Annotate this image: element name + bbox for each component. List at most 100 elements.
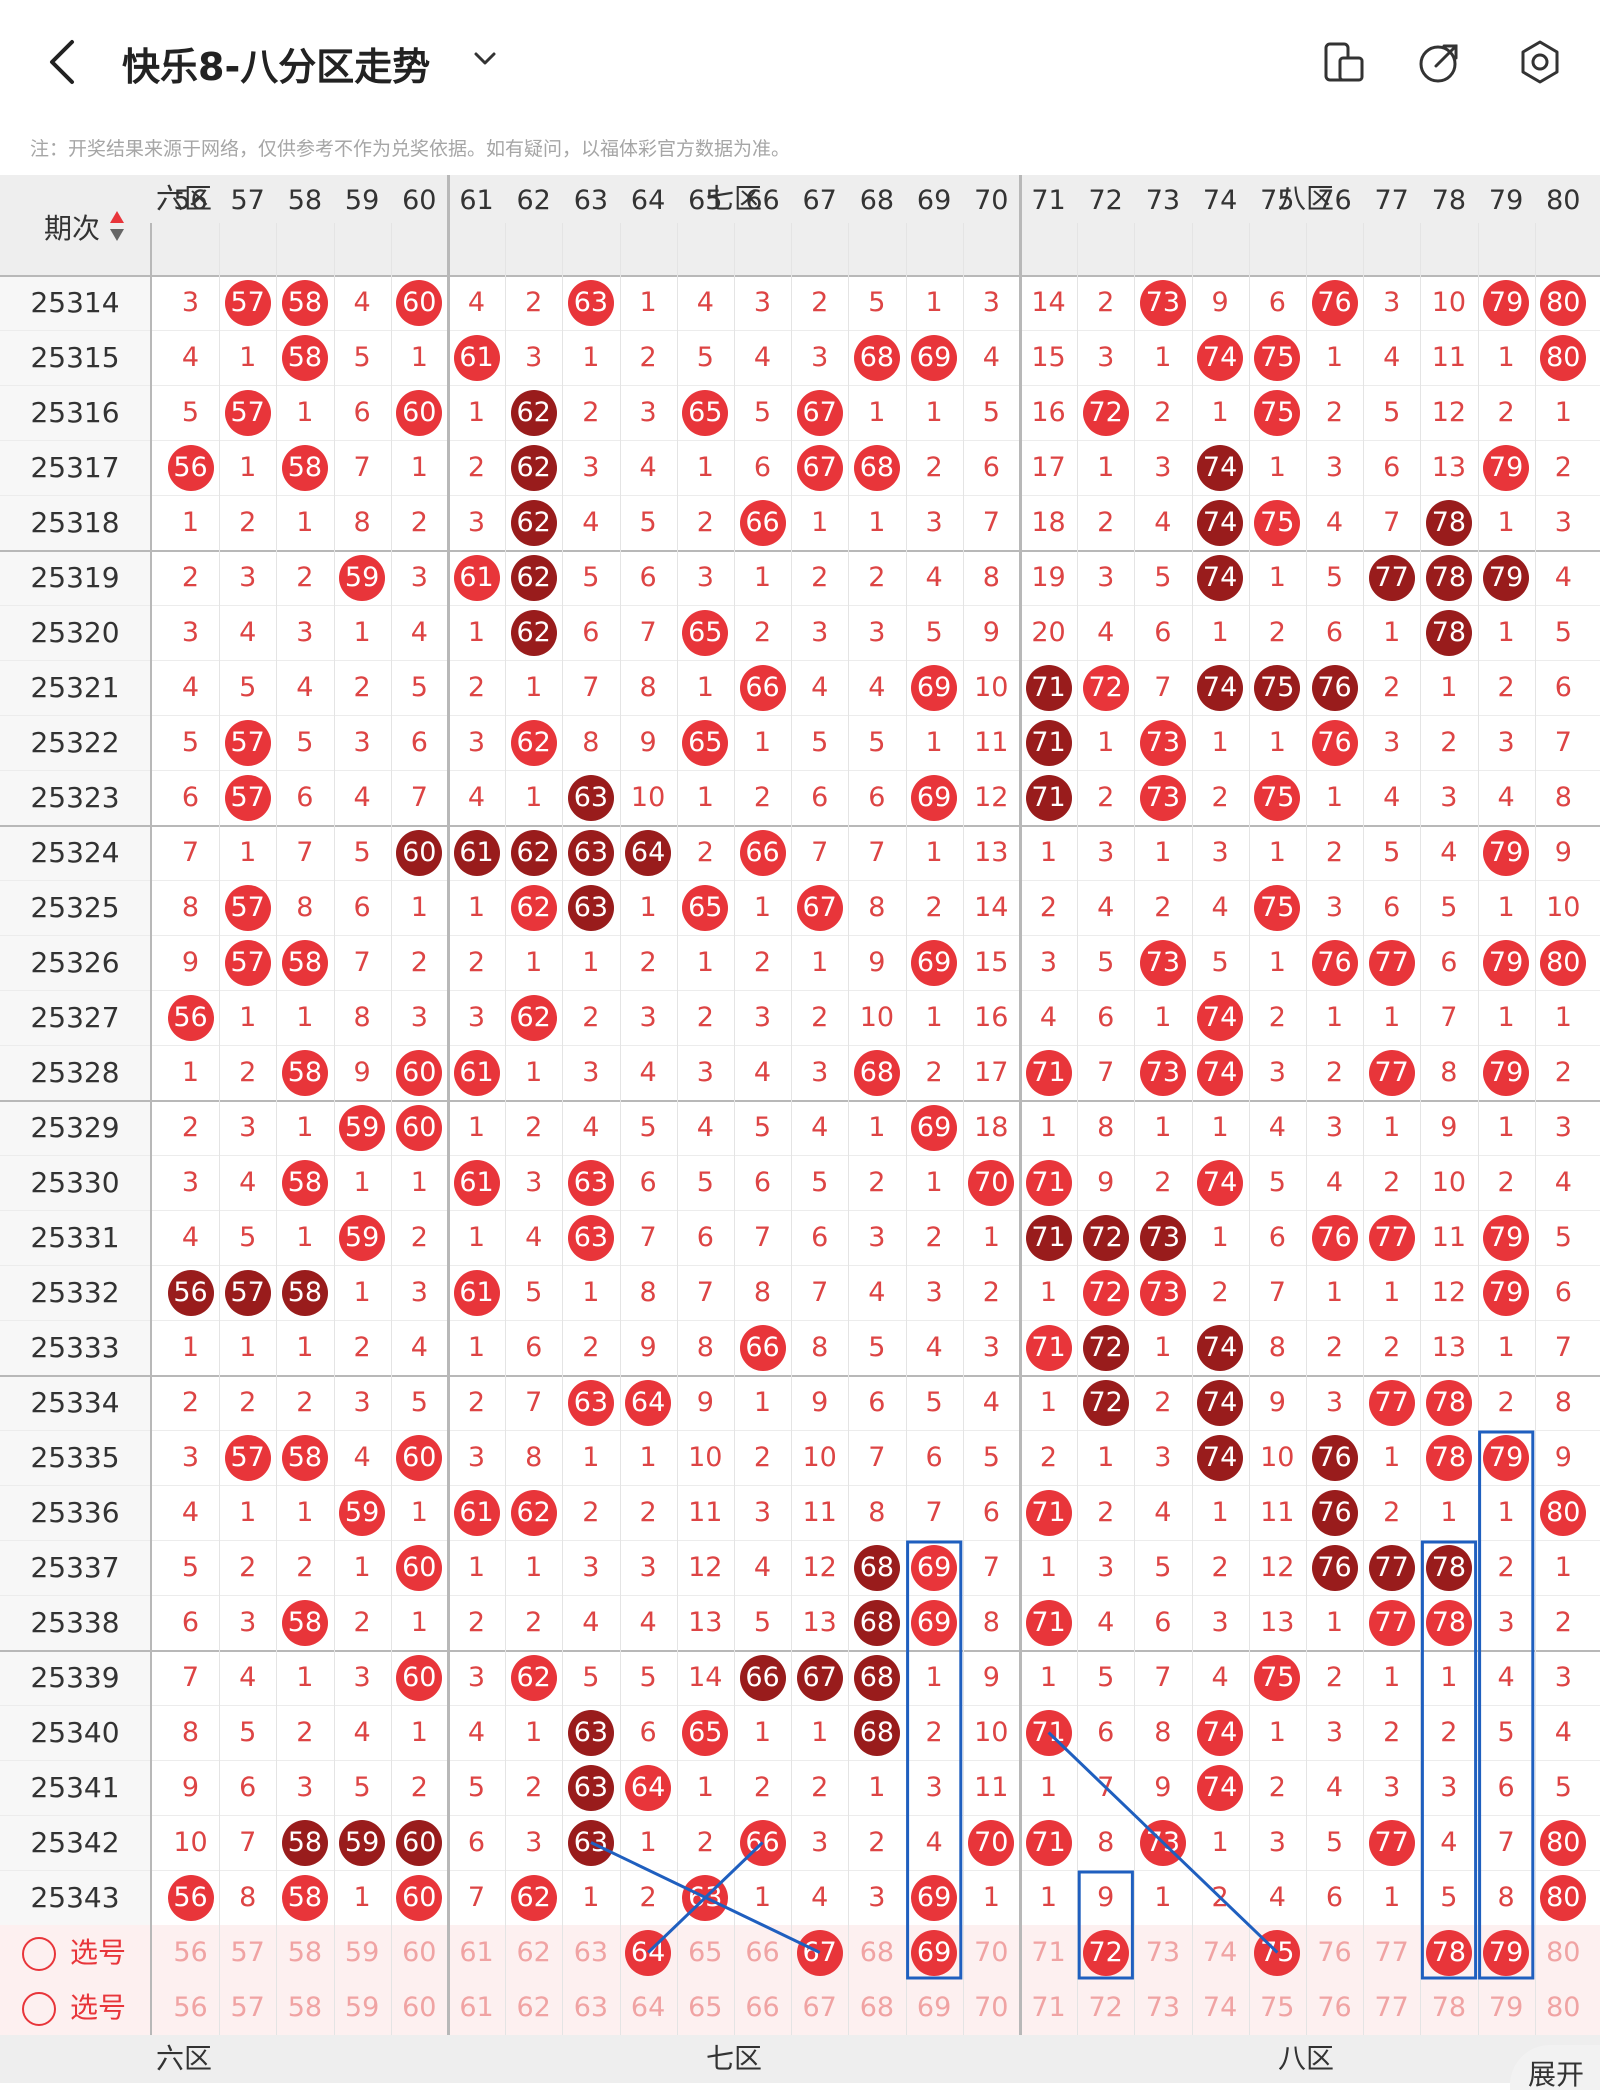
- missing-count: 7: [181, 1662, 200, 1693]
- pick-number[interactable]: 80: [1546, 1992, 1581, 2023]
- missing-count: 11: [974, 727, 1009, 758]
- selected-pick-ball[interactable]: 69: [911, 1929, 958, 1976]
- back-icon[interactable]: [40, 36, 88, 88]
- pick-number[interactable]: 77: [1374, 1992, 1409, 2023]
- row-divider: [0, 1375, 1600, 1377]
- pick-number[interactable]: 73: [1145, 1937, 1181, 1968]
- expand-button[interactable]: 展开: [1510, 2045, 1600, 2090]
- pick-radio[interactable]: [22, 1937, 56, 1971]
- pick-number[interactable]: 62: [516, 1937, 551, 1968]
- pick-number[interactable]: 70: [974, 1937, 1009, 1968]
- selected-pick-ball[interactable]: 72: [1082, 1929, 1129, 1976]
- chevron-down-icon[interactable]: [470, 44, 500, 74]
- share-icon[interactable]: [1416, 38, 1464, 86]
- drawn-number-ball: 69: [911, 1104, 958, 1151]
- pick-number[interactable]: 57: [230, 1992, 265, 2023]
- pick-number[interactable]: 59: [344, 1992, 380, 2023]
- pick-number[interactable]: 79: [1488, 1992, 1524, 2023]
- selected-pick-ball[interactable]: 79: [1483, 1929, 1530, 1976]
- missing-count: 1: [1497, 1497, 1515, 1528]
- sort-icon[interactable]: [108, 209, 126, 243]
- number-column-header: 58: [287, 185, 323, 216]
- row-divider: [0, 495, 1600, 496]
- pick-number[interactable]: 61: [459, 1992, 494, 2023]
- settings-icon[interactable]: [1516, 38, 1564, 86]
- pick-number[interactable]: 78: [1431, 1992, 1467, 2023]
- pick-number[interactable]: 80: [1546, 1937, 1581, 1968]
- pick-row[interactable]: 选号: [0, 1980, 1600, 2035]
- missing-count: 3: [925, 507, 943, 538]
- missing-count: 9: [1440, 1112, 1458, 1143]
- issue-header[interactable]: 期次: [0, 175, 150, 275]
- pick-number[interactable]: 65: [688, 1992, 723, 2023]
- missing-count: 1: [1497, 1112, 1515, 1143]
- selected-pick-ball[interactable]: 67: [796, 1929, 843, 1976]
- pick-number[interactable]: 67: [802, 1992, 837, 2023]
- pick-number[interactable]: 56: [173, 1992, 208, 2023]
- pick-number[interactable]: 68: [859, 1937, 895, 1968]
- pick-number[interactable]: 72: [1088, 1992, 1123, 2023]
- pick-number[interactable]: 77: [1374, 1937, 1409, 1968]
- missing-count: 1: [1154, 342, 1172, 373]
- missing-count: 1: [1097, 727, 1115, 758]
- missing-count: 13: [802, 1607, 837, 1638]
- drawn-number-ball: 59: [339, 1819, 386, 1866]
- pick-number[interactable]: 66: [745, 1937, 780, 1968]
- pick-number[interactable]: 58: [287, 1937, 323, 1968]
- selected-pick-ball[interactable]: 78: [1425, 1929, 1472, 1976]
- missing-count: 6: [467, 1827, 486, 1858]
- missing-count: 6: [1097, 1717, 1115, 1748]
- pick-number[interactable]: 63: [573, 1937, 609, 1968]
- page-title[interactable]: 快乐8-八分区走势: [122, 45, 431, 89]
- missing-count: 4: [753, 1057, 772, 1088]
- selected-pick-ball[interactable]: 75: [1254, 1929, 1301, 1976]
- pick-number[interactable]: 60: [402, 1937, 437, 1968]
- pick-number[interactable]: 76: [1317, 1937, 1352, 1968]
- missing-count: 8: [868, 1497, 886, 1528]
- issue-header-label: 期次: [44, 212, 101, 245]
- pick-number[interactable]: 64: [630, 1992, 666, 2023]
- pick-number[interactable]: 65: [688, 1937, 723, 1968]
- pick-number[interactable]: 71: [1031, 1937, 1066, 1968]
- pick-number[interactable]: 57: [230, 1937, 265, 1968]
- missing-count: 4: [1325, 507, 1344, 538]
- missing-count: 1: [811, 507, 829, 538]
- missing-count: 5: [639, 507, 657, 538]
- pick-number[interactable]: 61: [459, 1937, 494, 1968]
- selected-pick-ball[interactable]: 64: [625, 1929, 672, 1976]
- pick-number[interactable]: 70: [974, 1992, 1009, 2023]
- pick-number[interactable]: 56: [173, 1937, 208, 1968]
- missing-count: 2: [811, 1002, 829, 1033]
- pick-number[interactable]: 58: [287, 1992, 323, 2023]
- pick-number[interactable]: 68: [859, 1992, 895, 2023]
- missing-count: 2: [1154, 1387, 1172, 1418]
- pick-number[interactable]: 71: [1031, 1992, 1066, 2023]
- missing-count: 1: [582, 1882, 600, 1913]
- pick-number[interactable]: 74: [1202, 1992, 1238, 2023]
- pick-number[interactable]: 62: [516, 1992, 551, 2023]
- missing-count: 3: [181, 287, 200, 318]
- missing-count: 2: [582, 397, 600, 428]
- missing-count: 2: [696, 1002, 714, 1033]
- drawn-number-ball: 71: [1025, 664, 1072, 711]
- device-icon[interactable]: [1320, 38, 1368, 86]
- pick-number[interactable]: 73: [1145, 1992, 1181, 2023]
- drawn-number-ball: 63: [567, 1764, 614, 1811]
- missing-count: 4: [582, 1607, 600, 1638]
- pick-number[interactable]: 69: [916, 1992, 952, 2023]
- pick-number[interactable]: 76: [1317, 1992, 1352, 2023]
- drawn-number-ball: 57: [224, 774, 271, 821]
- missing-count: 5: [1211, 947, 1229, 978]
- pick-number[interactable]: 75: [1260, 1992, 1295, 2023]
- row-divider: [0, 330, 1600, 331]
- pick-number[interactable]: 63: [573, 1992, 609, 2023]
- pick-number[interactable]: 59: [344, 1937, 380, 1968]
- pick-radio[interactable]: [22, 1992, 56, 2026]
- pick-number[interactable]: 60: [402, 1992, 437, 2023]
- row-divider: [0, 1320, 1600, 1321]
- pick-number[interactable]: 66: [745, 1992, 780, 2023]
- missing-count: 2: [582, 1497, 600, 1528]
- missing-count: 10: [688, 1442, 723, 1473]
- missing-count: 17: [974, 1057, 1009, 1088]
- pick-number[interactable]: 74: [1202, 1937, 1238, 1968]
